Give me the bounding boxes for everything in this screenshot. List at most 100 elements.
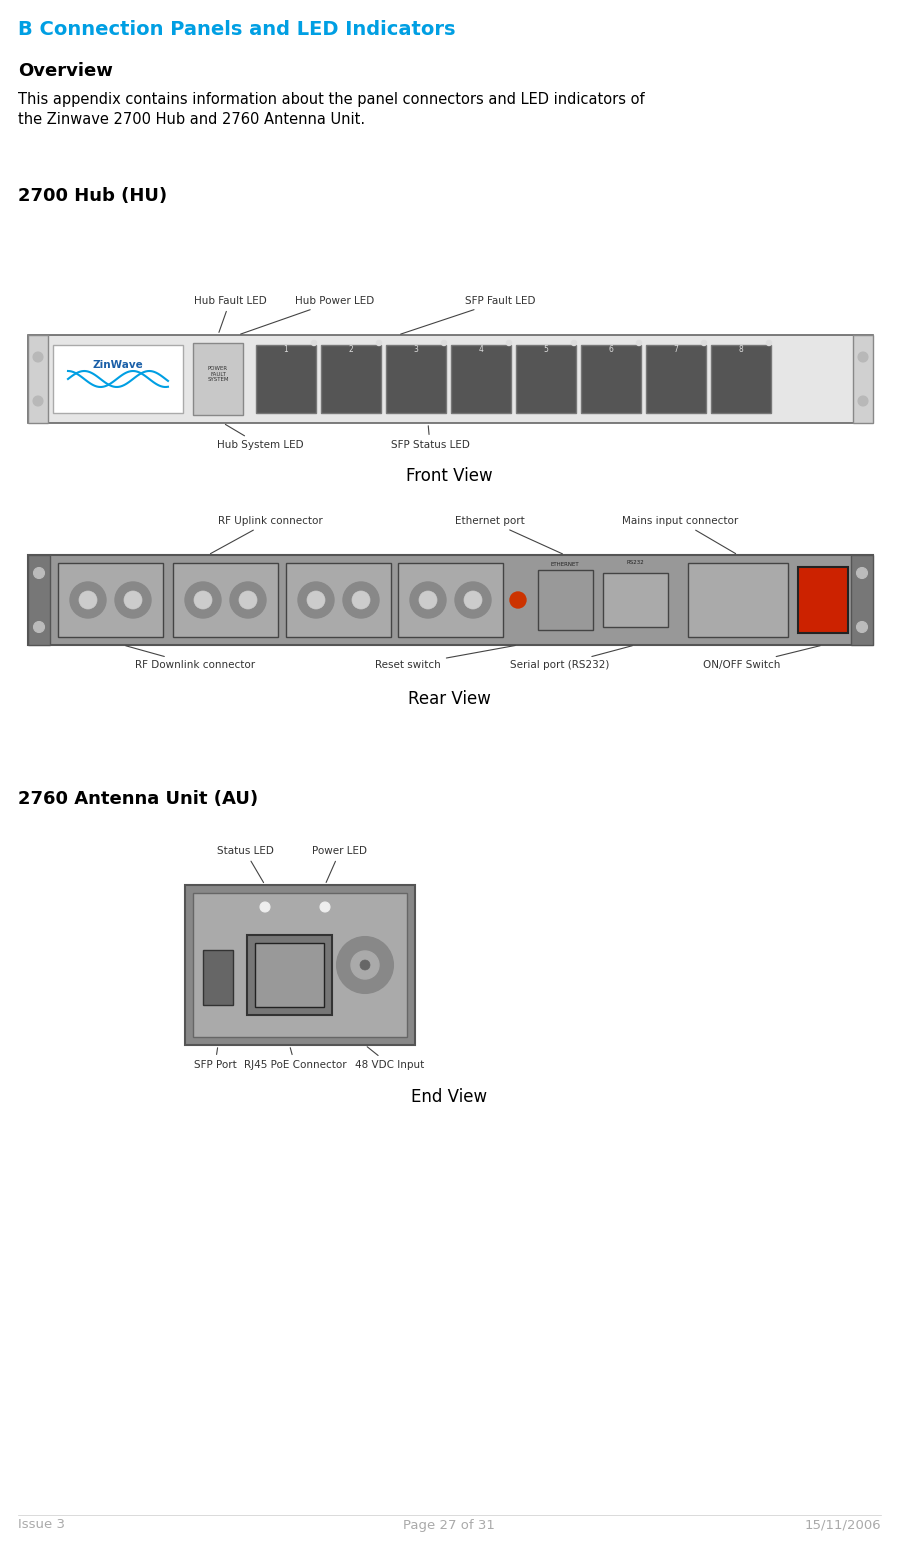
Bar [853,336,873,423]
Text: B Connection Panels and LED Indicators: B Connection Panels and LED Indicators [18,20,456,39]
Circle shape [79,591,97,609]
Circle shape [636,340,642,345]
Text: Hub Fault LED: Hub Fault LED [193,295,266,333]
Text: This appendix contains information about the panel connectors and LED indicators: This appendix contains information about… [18,92,645,107]
Bar [193,343,243,415]
Circle shape [857,567,868,578]
Bar [688,563,788,637]
Circle shape [506,340,512,345]
Text: SFP Status LED: SFP Status LED [390,426,469,451]
Text: 2760 Antenna Unit (AU): 2760 Antenna Unit (AU) [18,789,258,808]
Bar [28,336,873,423]
Text: RF Downlink connector: RF Downlink connector [126,646,255,670]
Circle shape [185,583,221,618]
Text: ON/OFF Switch: ON/OFF Switch [703,645,820,670]
Circle shape [419,591,437,609]
Text: SFP Port: SFP Port [193,1047,236,1071]
Circle shape [464,591,482,609]
Bar [321,345,381,413]
Text: Power LED: Power LED [313,845,368,883]
Circle shape [70,583,106,618]
Circle shape [410,583,446,618]
Bar [28,555,873,645]
Text: 6: 6 [609,345,613,353]
Text: RJ45 PoE Connector: RJ45 PoE Connector [244,1047,346,1071]
Bar [28,336,48,423]
Text: ZinWave: ZinWave [93,361,143,370]
Circle shape [343,583,379,618]
Text: Mains input connector: Mains input connector [622,516,738,553]
Bar [603,573,668,626]
Text: ETHERNET: ETHERNET [551,563,579,567]
Text: Front View: Front View [405,468,493,485]
Bar [173,563,278,637]
Text: End View: End View [411,1088,487,1106]
Circle shape [377,340,381,345]
Text: 4: 4 [478,345,484,353]
Text: the Zinwave 2700 Hub and 2760 Antenna Unit.: the Zinwave 2700 Hub and 2760 Antenna Un… [18,112,365,127]
Text: 5: 5 [544,345,548,353]
Bar [398,563,503,637]
Text: RF Uplink connector: RF Uplink connector [210,516,323,553]
Text: Rear View: Rear View [407,690,491,709]
Text: POWER
FAULT
SYSTEM: POWER FAULT SYSTEM [208,365,228,382]
Text: 1: 1 [283,345,289,353]
Text: Reset switch: Reset switch [375,645,515,670]
Text: SFP Fault LED: SFP Fault LED [401,295,535,334]
Circle shape [441,340,447,345]
Circle shape [857,622,868,632]
Bar [256,345,316,413]
Circle shape [33,396,43,406]
Bar [286,563,391,637]
Bar [646,345,706,413]
Text: Page 27 of 31: Page 27 of 31 [403,1518,495,1532]
Text: 15/11/2006: 15/11/2006 [805,1518,881,1532]
Text: 7: 7 [673,345,679,353]
Circle shape [260,901,270,912]
Circle shape [194,591,212,609]
Bar [451,345,511,413]
Text: Ethernet port: Ethernet port [455,516,563,553]
Text: Hub Power LED: Hub Power LED [241,295,375,334]
Circle shape [360,960,370,970]
Text: 8: 8 [739,345,743,353]
Circle shape [33,567,44,578]
Bar [711,345,771,413]
Circle shape [455,583,491,618]
Circle shape [230,583,266,618]
Circle shape [352,591,370,609]
Bar [516,345,576,413]
Circle shape [33,353,43,362]
Bar [538,570,593,629]
Text: Overview: Overview [18,62,113,79]
Circle shape [337,937,393,993]
Circle shape [572,340,576,345]
Circle shape [858,353,868,362]
Bar [247,936,332,1015]
Bar [58,563,163,637]
Bar [193,894,407,1037]
Bar [798,567,848,632]
Bar [28,555,50,645]
Circle shape [510,592,526,608]
Text: 3: 3 [414,345,418,353]
Bar [581,345,641,413]
Bar [851,555,873,645]
Text: Issue 3: Issue 3 [18,1518,65,1532]
Circle shape [115,583,151,618]
Circle shape [124,591,142,609]
Circle shape [239,591,257,609]
Circle shape [858,396,868,406]
Text: 2700 Hub (HU): 2700 Hub (HU) [18,186,167,205]
Circle shape [298,583,334,618]
Bar [185,884,415,1044]
Text: 48 VDC Input: 48 VDC Input [355,1047,424,1071]
Bar [255,943,324,1007]
Text: 2: 2 [349,345,353,353]
Circle shape [33,622,44,632]
Bar [203,949,233,1005]
Bar [386,345,446,413]
Circle shape [307,591,325,609]
Text: RS232: RS232 [626,561,644,566]
Text: Hub System LED: Hub System LED [217,424,303,451]
